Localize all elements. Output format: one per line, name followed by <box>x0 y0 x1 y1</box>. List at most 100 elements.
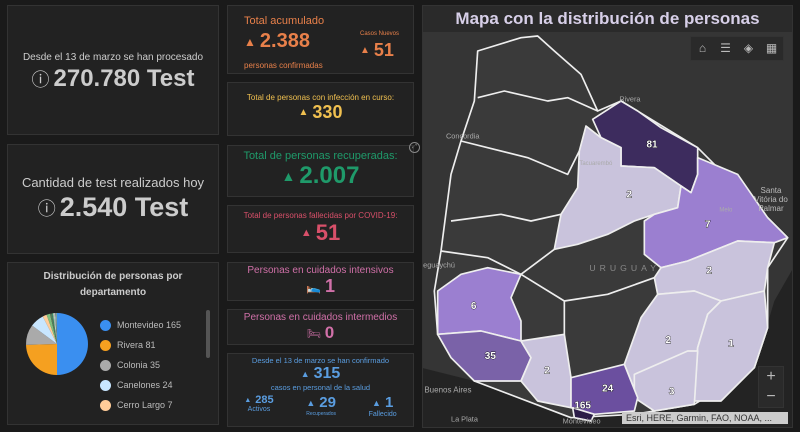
person-icon: ▲ <box>306 397 316 408</box>
legend-item: Rivera 81 <box>100 335 181 355</box>
fullscreen-icon[interactable]: ⤢ <box>409 142 420 153</box>
pie-slice[interactable] <box>26 325 57 345</box>
confirmed-value: 2.388 <box>259 30 310 52</box>
confirmed-card: Total acumulado ▲ 2.388 personas confirma… <box>227 5 414 74</box>
intermediate-value: 0 <box>324 323 335 342</box>
legend-swatch <box>100 379 111 391</box>
health-subtitle: casos en personal de la salud <box>270 383 371 392</box>
pie-chart-card: Distribución de personas por departament… <box>7 262 219 425</box>
deceased-title: Total de personas fallecidas por COVID-1… <box>243 211 398 220</box>
activos-value: 285 <box>255 394 274 406</box>
basemap-gallery-icon[interactable]: ▦ <box>765 41 778 55</box>
legend-item: Cerro Largo 7 <box>100 395 181 415</box>
legend-item: Canelones 24 <box>100 375 181 395</box>
person-icon: ▲ <box>281 168 296 184</box>
region-san-jose <box>520 333 572 409</box>
active-value: 330 <box>312 102 343 122</box>
legend-swatch <box>100 339 111 351</box>
info-icon: ⓘ <box>37 198 56 219</box>
person-icon: ▲ <box>360 45 370 56</box>
place-santa-vitoria: Santa Vitória do Palmar <box>754 186 788 213</box>
icu-title: Personas en cuidados intensivos <box>247 265 394 276</box>
region-montevideo <box>571 406 596 422</box>
person-icon: ▲ <box>244 34 256 49</box>
count-montevideo: 165 <box>574 400 591 411</box>
place-tacuarembo: Tacuarembó <box>579 161 613 167</box>
person-icon: ▲ <box>298 107 309 118</box>
region-canelones <box>570 363 639 416</box>
pie-slice[interactable] <box>32 316 57 344</box>
intermediate-title: Personas en cuidados intermedios <box>243 312 398 323</box>
pie-slice[interactable] <box>54 313 57 344</box>
health-card: Desde el 13 de marzo se han confirmado ▲… <box>227 353 414 427</box>
count-treinta-y-tres: 2 <box>707 266 713 277</box>
zoom-out-button[interactable]: − <box>766 388 776 405</box>
fallecido-label: Fallecido <box>368 411 397 418</box>
fallecido-value: 1 <box>384 394 394 411</box>
count-canelones: 24 <box>602 384 614 395</box>
pie-slice[interactable] <box>56 313 57 344</box>
country-label: URUGUAY <box>589 263 660 273</box>
place-gualeguaychu: Gualeguaychú <box>422 261 455 270</box>
tests-today-label: Cantidad de test realizados hoy <box>21 175 205 190</box>
count-tacuarembo: 2 <box>627 190 633 201</box>
icu-value: 1 <box>324 276 335 296</box>
info-icon: ⓘ <box>31 70 50 90</box>
person-icon: ▲ <box>300 227 312 239</box>
health-title: Desde el 13 de marzo se han confirmado <box>251 356 390 365</box>
count-rocha: 1 <box>728 338 734 349</box>
recuperados-value: 29 <box>319 394 336 411</box>
count-colonia: 35 <box>485 351 497 362</box>
recuperados-label: Recuperados <box>306 411 336 417</box>
active-card: Total de personas con infección en curso… <box>227 82 414 136</box>
map-panel[interactable]: Rivera Concordia Tacuarembó Melo Gualegu… <box>422 5 793 428</box>
legend-item: Montevideo 165 <box>100 315 181 335</box>
icu-card: Personas en cuidados intensivos 🛌 1 <box>227 262 414 301</box>
region-rocha <box>693 290 769 402</box>
place-melo: Melo <box>719 208 733 214</box>
person-icon: ▲ <box>244 396 252 404</box>
count-cerro-largo: 7 <box>705 220 711 231</box>
zoom-control: + − <box>758 366 784 408</box>
legend-swatch <box>100 319 111 331</box>
pie-slice[interactable] <box>55 313 57 344</box>
map-canvas[interactable]: Rivera Concordia Tacuarembó Melo Gualegu… <box>422 5 793 428</box>
layers-icon[interactable]: ◈ <box>743 41 754 55</box>
activos-label: Activos <box>247 406 271 413</box>
bed-icon: 🛌 <box>306 279 321 294</box>
tests-today-card: Cantidad de test realizados hoy ⓘ 2.540 T… <box>7 144 219 254</box>
legend-swatch <box>100 359 111 371</box>
count-lavalleja: 2 <box>666 335 672 346</box>
place-concordia: Concordia <box>446 132 480 141</box>
pie-slice[interactable] <box>51 313 57 344</box>
pie-slice[interactable] <box>26 344 57 375</box>
legend-label: Cerro Largo 7 <box>117 400 173 410</box>
count-san-jose: 2 <box>544 366 550 377</box>
tests-total-label: Desde el 13 de marzo se han procesado <box>22 52 204 63</box>
pie-slice[interactable] <box>42 314 57 344</box>
place-la-plata: La Plata <box>451 415 479 424</box>
map-toolbar: ⌂ ☰ ◈ ▦ <box>690 36 784 61</box>
legend-scrollbar[interactable] <box>206 310 210 358</box>
recovered-title: Total de personas recuperadas: <box>243 150 398 162</box>
legend-label: Montevideo 165 <box>117 320 182 330</box>
new-cases-value: 51 <box>373 40 394 60</box>
bed-icon: 🛏 <box>306 327 321 340</box>
home-icon[interactable]: ⌂ <box>698 41 707 55</box>
legend-item: Colonia 35 <box>100 355 181 375</box>
confirmed-subtitle: personas confirmadas <box>244 61 323 70</box>
map-attribution[interactable]: Esri, HERE, Garmin, FAO, NOAA, ... <box>622 412 788 424</box>
person-icon: ▲ <box>372 397 381 408</box>
pie-slice[interactable] <box>49 313 57 344</box>
pie-slice[interactable] <box>46 313 57 344</box>
place-buenos-aires: Buenos Aires <box>424 386 471 395</box>
pie-slice[interactable] <box>57 313 88 375</box>
zoom-in-button[interactable]: + <box>766 368 776 385</box>
deceased-value: 51 <box>315 220 341 245</box>
chart-title: Distribución de personas por departament… <box>43 271 183 298</box>
pie-slice[interactable] <box>52 313 57 344</box>
place-rivera: Rivera <box>619 95 641 104</box>
confirmed-title: Total acumulado <box>244 15 325 27</box>
legend-list-icon[interactable]: ☰ <box>720 41 731 55</box>
map-title: Mapa con la distribución de personas <box>423 6 792 32</box>
